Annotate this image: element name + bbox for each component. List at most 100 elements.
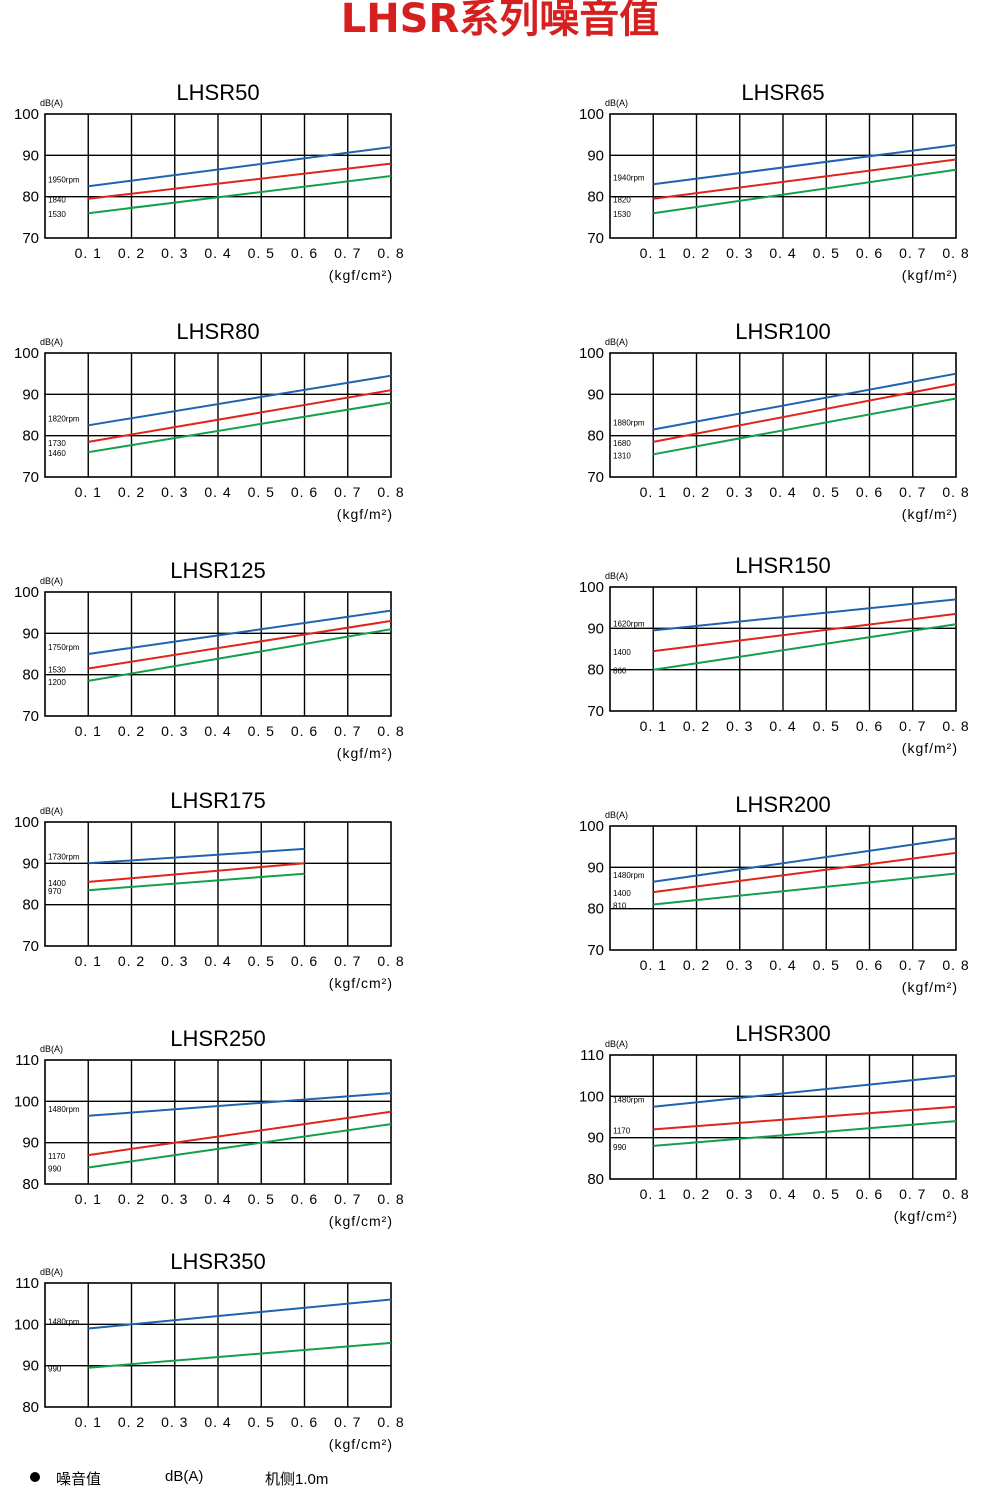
x-tick-label: 0. 5 <box>813 718 840 734</box>
y-tick-label: 70 <box>587 469 604 486</box>
y-axis-label: dB(A) <box>40 98 63 108</box>
chart-title: LHSR175 <box>170 788 265 813</box>
chart-title: LHSR250 <box>170 1026 265 1051</box>
bullet-icon <box>30 1472 40 1482</box>
x-tick-label: 0. 2 <box>118 1414 145 1430</box>
chart-title: LHSR100 <box>735 319 830 344</box>
chart-title: LHSR150 <box>735 553 830 578</box>
x-axis-unit: (kgf/cm²) <box>329 1436 393 1452</box>
x-tick-label: 0. 1 <box>640 245 667 261</box>
y-tick-label: 90 <box>22 625 39 642</box>
series-line-1310 <box>653 397 957 456</box>
y-tick-label: 90 <box>22 386 39 403</box>
series-label-1530: 1530 <box>48 665 66 674</box>
y-tick-label: 80 <box>587 901 604 918</box>
x-tick-label: 0. 8 <box>942 245 969 261</box>
series-label-1680: 1680 <box>613 439 631 448</box>
x-tick-label: 0. 5 <box>813 1186 840 1202</box>
x-tick-label: 0. 7 <box>899 957 926 973</box>
x-axis-unit: (kgf/cm²) <box>329 975 393 991</box>
x-axis-unit: (kgf/m²) <box>902 267 958 283</box>
x-tick-label: 0. 4 <box>204 1191 231 1207</box>
x-tick-label: 0. 6 <box>291 1191 318 1207</box>
series-label-1310: 1310 <box>613 451 631 460</box>
chart-title: LHSR80 <box>176 319 259 344</box>
x-tick-label: 0. 6 <box>856 484 883 500</box>
series-line-1820rpm <box>88 374 392 427</box>
x-tick-label: 0. 1 <box>75 1191 102 1207</box>
x-tick-label: 0. 5 <box>248 1191 275 1207</box>
y-tick-label: 90 <box>22 855 39 872</box>
series-label-1530: 1530 <box>48 210 66 219</box>
series-label-1480rpm: 1480rpm <box>48 1317 80 1326</box>
y-tick-label: 90 <box>22 1135 39 1152</box>
y-tick-label: 90 <box>22 147 39 164</box>
x-tick-label: 0. 1 <box>75 723 102 739</box>
x-axis-unit: (kgf/cm²) <box>329 267 393 283</box>
series-line-1950rpm <box>88 146 392 188</box>
x-tick-label: 0. 2 <box>683 718 710 734</box>
x-tick-label: 0. 8 <box>942 957 969 973</box>
y-tick-label: 100 <box>14 584 39 601</box>
chart-lhsr125: LHSR125 dB(A) 70 80 90 100 0. 1 0. 2 0. 3 0. 4 0. … <box>14 558 404 761</box>
y-tick-label: 100 <box>14 106 39 123</box>
series-label-1200: 1200 <box>48 678 66 687</box>
series-label-1750rpm: 1750rpm <box>48 643 80 652</box>
y-tick-label: 70 <box>22 708 39 725</box>
chart-lhsr175: LHSR175 dB(A) 70 80 90 100 0. 1 0. 2 0. 3 0. 4 0. … <box>14 788 404 991</box>
series-label-1400: 1400 <box>613 889 631 898</box>
footer-unit: dB(A) <box>165 1468 204 1485</box>
y-tick-label: 70 <box>587 703 604 720</box>
x-tick-label: 0. 4 <box>769 1186 796 1202</box>
x-axis-unit: (kgf/cm²) <box>894 1208 958 1224</box>
y-tick-label: 90 <box>587 386 604 403</box>
y-tick-label: 70 <box>22 469 39 486</box>
x-tick-label: 0. 8 <box>377 953 404 969</box>
chart-lhsr150: LHSR150 dB(A) 70 80 90 100 0. 1 0. 2 0. 3 0. 4 0. … <box>579 553 969 756</box>
chart-lhsr100: LHSR100 dB(A) 70 80 90 100 0. 1 0. 2 0. 3 0. 4 0. … <box>579 319 969 522</box>
series-line-1170 <box>88 1110 392 1157</box>
x-tick-label: 0. 2 <box>118 723 145 739</box>
series-line-1530 <box>653 168 957 215</box>
x-tick-label: 0. 1 <box>640 484 667 500</box>
y-tick-label: 100 <box>579 106 604 123</box>
x-tick-label: 0. 7 <box>899 484 926 500</box>
x-tick-label: 0. 7 <box>899 1186 926 1202</box>
y-tick-label: 80 <box>22 428 39 445</box>
x-tick-label: 0. 7 <box>334 245 361 261</box>
series-label-1400: 1400 <box>48 879 66 888</box>
x-tick-label: 0. 6 <box>856 957 883 973</box>
series-label-1480rpm: 1480rpm <box>613 871 645 880</box>
x-tick-label: 0. 3 <box>726 718 753 734</box>
x-tick-label: 0. 1 <box>75 245 102 261</box>
x-tick-label: 0. 6 <box>291 245 318 261</box>
y-axis-label: dB(A) <box>605 810 628 820</box>
x-tick-label: 0. 3 <box>161 723 188 739</box>
y-tick-label: 80 <box>587 428 604 445</box>
series-line-810 <box>653 872 957 906</box>
y-tick-label: 90 <box>587 147 604 164</box>
chart-lhsr200: LHSR200 dB(A) 70 80 90 100 0. 1 0. 2 0. 3 0. 4 0. … <box>579 792 969 995</box>
series-line-1680 <box>653 383 957 443</box>
y-tick-label: 70 <box>22 230 39 247</box>
series-label-990: 990 <box>48 1365 62 1374</box>
series-line-1480rpm <box>653 1074 957 1108</box>
series-label-1820: 1820 <box>613 196 631 205</box>
y-tick-label: 90 <box>587 1130 604 1147</box>
y-axis-label: dB(A) <box>40 337 63 347</box>
x-tick-label: 0. 2 <box>683 484 710 500</box>
x-tick-label: 0. 8 <box>377 1414 404 1430</box>
series-label-1820rpm: 1820rpm <box>48 414 80 423</box>
x-tick-label: 0. 2 <box>118 484 145 500</box>
series-label-1840: 1840 <box>48 196 66 205</box>
footer-note: 机侧1.0m <box>265 1471 329 1488</box>
series-label-1170: 1170 <box>613 1126 631 1135</box>
x-tick-label: 0. 6 <box>291 723 318 739</box>
y-axis-label: dB(A) <box>40 806 63 816</box>
x-tick-label: 0. 6 <box>856 245 883 261</box>
y-tick-label: 100 <box>579 818 604 835</box>
series-label-1730: 1730 <box>48 439 66 448</box>
chart-title: LHSR350 <box>170 1249 265 1274</box>
y-axis-label: dB(A) <box>605 1039 628 1049</box>
x-tick-label: 0. 2 <box>683 957 710 973</box>
